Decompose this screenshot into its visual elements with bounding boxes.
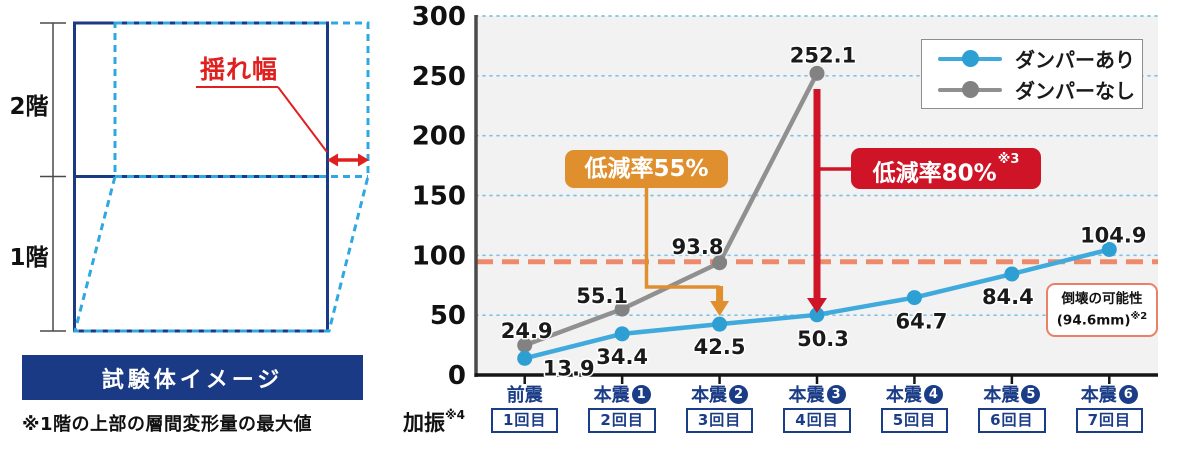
- x-category-4: 本震 3 4回目: [767, 383, 867, 433]
- legend-label-damper-off: ダンパーなし: [1015, 79, 1135, 103]
- x-category-1: 前震 1回目: [475, 383, 575, 433]
- y-tick-label-50: 50: [430, 301, 466, 331]
- circled-number-icon: 6: [1118, 384, 1138, 404]
- y-tick-label-300: 300: [412, 2, 466, 32]
- x-category-run-box: 4回目: [783, 408, 851, 433]
- circled-number-icon: 4: [923, 384, 943, 404]
- data-label: 93.8: [672, 235, 724, 259]
- y-tick-label-250: 250: [412, 62, 466, 92]
- legend-label-damper-on: ダンパーあり: [1015, 48, 1135, 72]
- data-point: [712, 255, 728, 271]
- data-point: [906, 290, 922, 306]
- x-category-run-box: 5回目: [880, 408, 949, 433]
- data-label: 34.4: [596, 345, 648, 369]
- x-category-name: 本震 3: [767, 383, 867, 406]
- deformed-frame-dashed: [73, 21, 370, 333]
- x-axis-title-text: 加振: [403, 411, 445, 435]
- data-label: 24.9: [501, 319, 553, 343]
- circled-number-icon: 3: [826, 384, 846, 404]
- y-tick-label-150: 150: [412, 182, 466, 212]
- y-tick-label-0: 0: [448, 361, 466, 391]
- collapse-threshold-line1: 倒壊の可能性: [1061, 291, 1143, 307]
- data-point: [1101, 241, 1117, 257]
- reduction-55-text: 低減率55%: [584, 156, 709, 182]
- chart-legend: ダンパーあり ダンパーなし: [921, 39, 1143, 109]
- data-label: 55.1: [576, 284, 628, 308]
- x-category-2: 本震 1 2回目: [572, 383, 672, 433]
- data-label: 42.5: [694, 335, 746, 359]
- data-point: [614, 301, 630, 317]
- data-point: [517, 337, 533, 353]
- x-category-name: 本震 5: [962, 383, 1062, 406]
- sway-arrow-annotation: [196, 86, 369, 167]
- reduction-55-badge: 低減率55%: [565, 150, 728, 188]
- circled-number-icon: 5: [1021, 384, 1041, 404]
- specimen-diagram-svg: [40, 21, 370, 333]
- collapse-threshold-line2: (94.6mm)※2: [1048, 309, 1156, 331]
- x-axis-title: 加振※4: [403, 407, 465, 437]
- data-point: [809, 307, 825, 323]
- threshold-value-text: (94.6mm): [1056, 312, 1131, 329]
- x-category-run-box: 2回目: [588, 408, 656, 433]
- data-label: 104.9: [1080, 223, 1146, 247]
- legend-swatch-blue: [938, 50, 1002, 68]
- data-point: [712, 316, 728, 332]
- x-category-name: 本震 6: [1059, 383, 1159, 406]
- x-category-name: 本震 1: [572, 383, 672, 406]
- x-category-name: 前震: [506, 385, 543, 406]
- x-category-3: 本震 2 3回目: [670, 383, 770, 433]
- diagram-caption: ※1階の上部の層間変形量の最大値: [22, 414, 313, 435]
- data-label: 64.7: [896, 310, 948, 334]
- x-category-run-box: 3回目: [685, 408, 754, 433]
- arrowhead-right: [358, 153, 369, 167]
- sway-width-label: 揺れ幅: [199, 55, 278, 84]
- legend-swatch-gray: [938, 81, 1002, 99]
- x-category-5: 本震 4 5回目: [864, 383, 964, 433]
- data-label: 50.3: [797, 327, 849, 351]
- x-category-6: 本震 5 6回目: [962, 383, 1062, 433]
- data-point: [1004, 266, 1020, 282]
- legend-item-damper-on: ダンパーあり: [938, 46, 1142, 72]
- reduction-80-badge: 低減率80%※3: [851, 148, 1041, 189]
- arrowhead-left: [327, 153, 338, 167]
- data-label: 252.1: [790, 43, 856, 67]
- reduction-80-note: ※3: [997, 152, 1020, 167]
- x-axis-title-note: ※4: [445, 408, 466, 422]
- x-category-run-box: 7回目: [1075, 408, 1143, 433]
- specimen-banner: 試験体イメージ: [22, 355, 363, 400]
- y-tick-label-100: 100: [412, 241, 466, 271]
- circled-number-icon: 2: [729, 384, 749, 404]
- annotation-80-arrow-head: [807, 298, 827, 313]
- legend-item-damper-off: ダンパーなし: [938, 77, 1142, 103]
- x-category-run-box: 6回目: [978, 408, 1046, 433]
- data-label: 13.9: [543, 356, 595, 380]
- y-tick-label-200: 200: [412, 122, 466, 152]
- x-category-7: 本震 6 7回目: [1059, 383, 1159, 433]
- data-point: [809, 65, 825, 81]
- annotation-55-arrow-head: [710, 301, 730, 316]
- floor-bracket: [40, 22, 66, 332]
- collapse-threshold-callout: 倒壊の可能性 (94.6mm)※2: [1046, 283, 1158, 337]
- floor-2-label: 2階: [9, 94, 49, 120]
- data-point: [517, 350, 533, 366]
- annotation-55-connector: [644, 188, 720, 289]
- data-label: 84.4: [982, 285, 1034, 309]
- x-category-name: 本震 2: [670, 383, 770, 406]
- data-point: [614, 326, 630, 342]
- x-category-name: 本震 4: [864, 383, 964, 406]
- floor-1-label: 1階: [9, 245, 49, 271]
- threshold-note: ※2: [1130, 311, 1148, 323]
- reduction-80-text: 低減率80%: [872, 160, 997, 187]
- x-category-run-box: 1回目: [490, 408, 559, 433]
- circled-number-icon: 1: [631, 384, 651, 404]
